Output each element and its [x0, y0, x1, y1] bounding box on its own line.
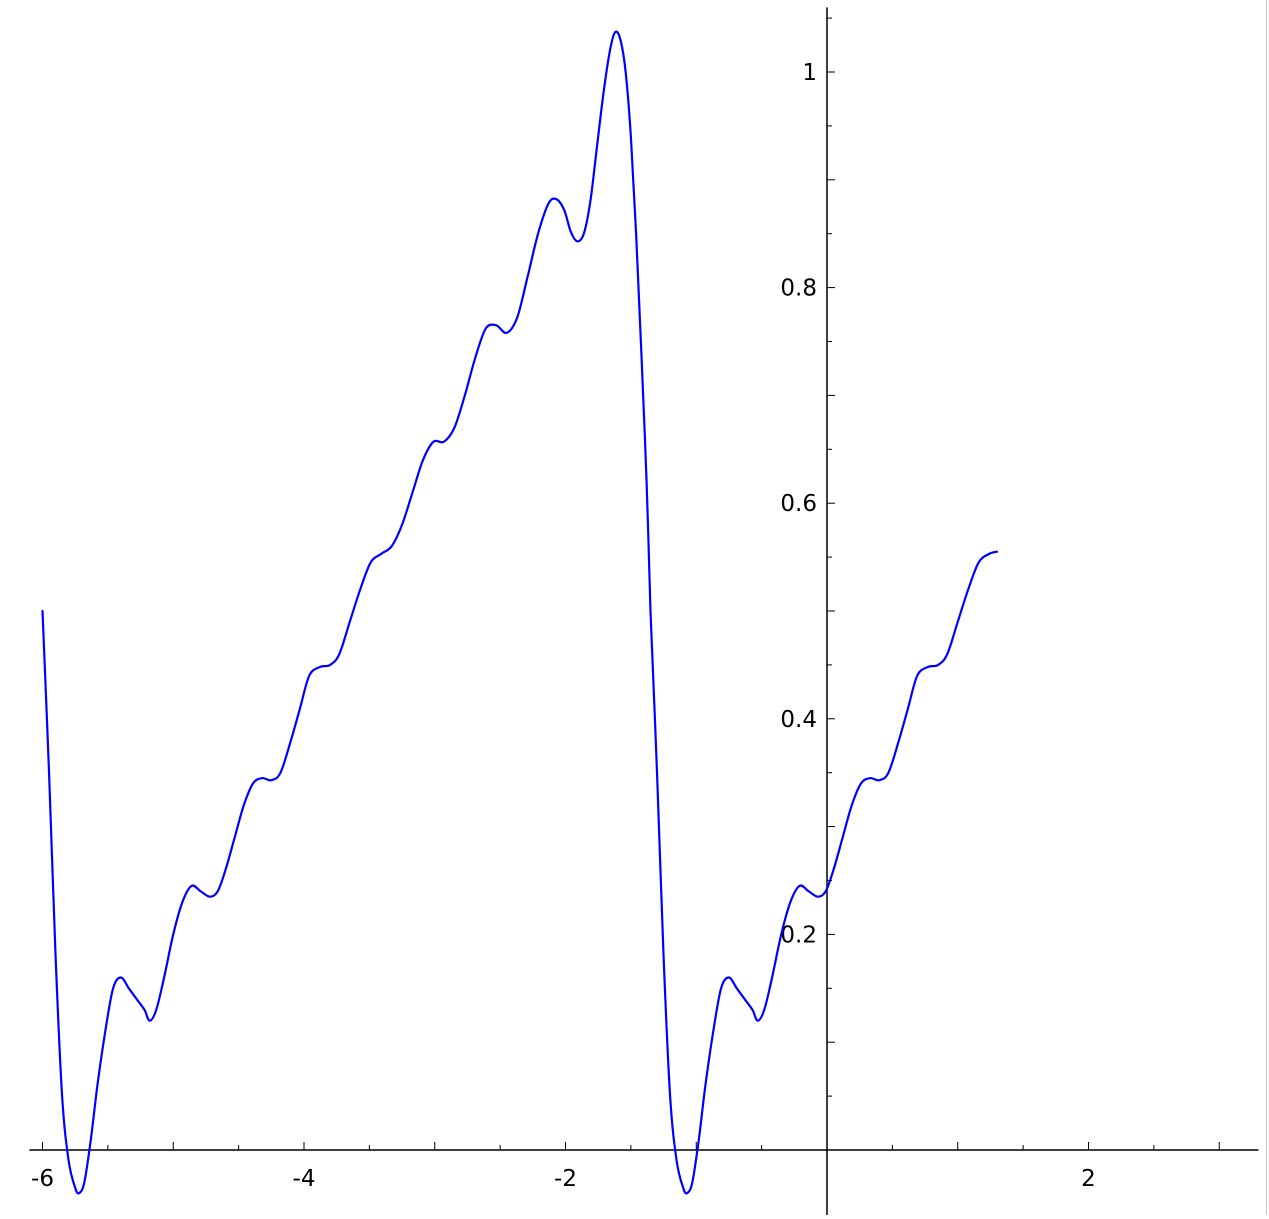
series-line-1: [41, 30, 652, 1195]
axes: [29, 7, 1259, 1219]
y-tick-label: 1: [802, 60, 817, 86]
y-tick-label: 0.4: [780, 707, 817, 733]
y-tick-label: 0.2: [780, 922, 817, 948]
x-tick-label: 2: [1081, 1166, 1096, 1192]
tick-labels: -6 -4 -2 2 0.2 0.4 0.6 0.8 1: [31, 60, 1096, 1192]
ticks: [42, 17, 1220, 1150]
right-border: [1266, 0, 1267, 1215]
series-line-2: [649, 550, 999, 1195]
x-tick-label: -2: [554, 1166, 577, 1192]
series: [41, 30, 999, 1195]
x-tick-label: -6: [31, 1166, 54, 1192]
y-tick-label: 0.8: [780, 276, 817, 302]
x-tick-label: -4: [293, 1166, 316, 1192]
y-tick-label: 0.6: [780, 491, 817, 517]
